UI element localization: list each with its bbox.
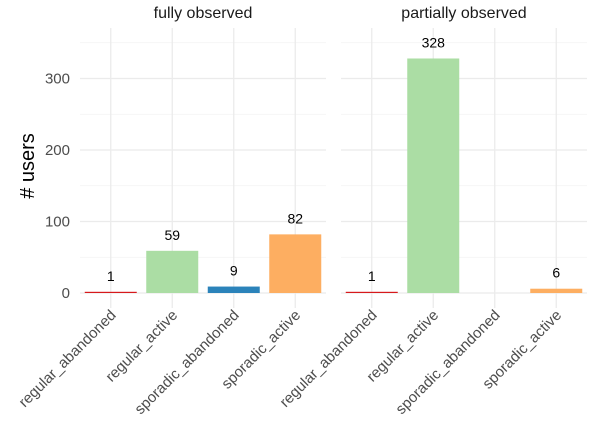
panel-title: fully observed [154, 5, 253, 22]
data-label: 1 [368, 268, 376, 284]
x-tick-label: sporadic_abandoned [392, 307, 503, 418]
y-tick-label: 300 [45, 71, 70, 88]
panel-title: partially observed [401, 5, 526, 22]
y-tick-label: 100 [45, 214, 70, 231]
x-tick-label: regular_abandoned [16, 307, 120, 411]
data-label: 9 [230, 263, 238, 279]
bar-regular_active [146, 250, 199, 293]
data-label: 6 [552, 265, 560, 281]
bar-sporadic_active [530, 288, 583, 293]
bar-regular_active [407, 58, 460, 294]
data-label: 328 [422, 34, 446, 50]
y-tick-label: 200 [45, 142, 70, 159]
bar-regular_abandoned [345, 291, 398, 293]
bar-regular_abandoned [84, 291, 137, 293]
bar-sporadic_active [269, 234, 322, 293]
y-tick-label: 0 [62, 285, 70, 302]
x-tick-label: sporadic_abandoned [131, 307, 242, 418]
bar-sporadic_abandoned [207, 286, 260, 293]
data-label: 82 [287, 210, 303, 226]
data-label: 1 [107, 268, 115, 284]
data-label: 59 [164, 227, 180, 243]
y-axis-label: # users [17, 133, 39, 199]
